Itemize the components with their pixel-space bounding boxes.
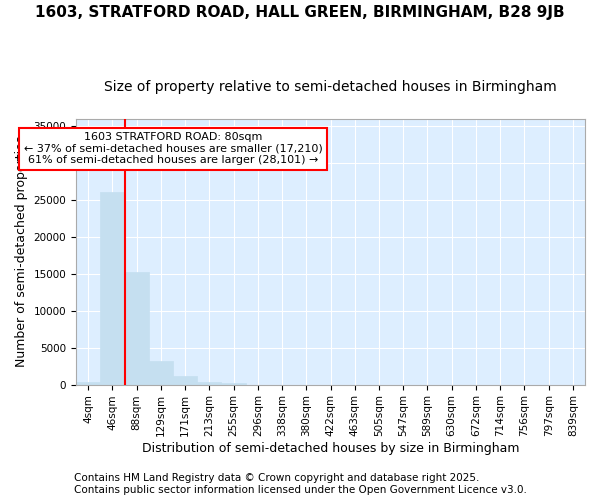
Text: 1603, STRATFORD ROAD, HALL GREEN, BIRMINGHAM, B28 9JB: 1603, STRATFORD ROAD, HALL GREEN, BIRMIN… [35,5,565,20]
Title: Size of property relative to semi-detached houses in Birmingham: Size of property relative to semi-detach… [104,80,557,94]
Bar [100,192,125,384]
Bar [149,361,173,384]
Bar [125,272,149,384]
Bar [76,382,100,384]
Bar [173,376,197,384]
Text: 1603 STRATFORD ROAD: 80sqm
← 37% of semi-detached houses are smaller (17,210)
61: 1603 STRATFORD ROAD: 80sqm ← 37% of semi… [23,132,322,166]
Bar [221,383,245,384]
Bar [197,382,221,384]
Text: Contains HM Land Registry data © Crown copyright and database right 2025.
Contai: Contains HM Land Registry data © Crown c… [74,474,526,495]
X-axis label: Distribution of semi-detached houses by size in Birmingham: Distribution of semi-detached houses by … [142,442,519,455]
Y-axis label: Number of semi-detached properties: Number of semi-detached properties [15,136,28,368]
